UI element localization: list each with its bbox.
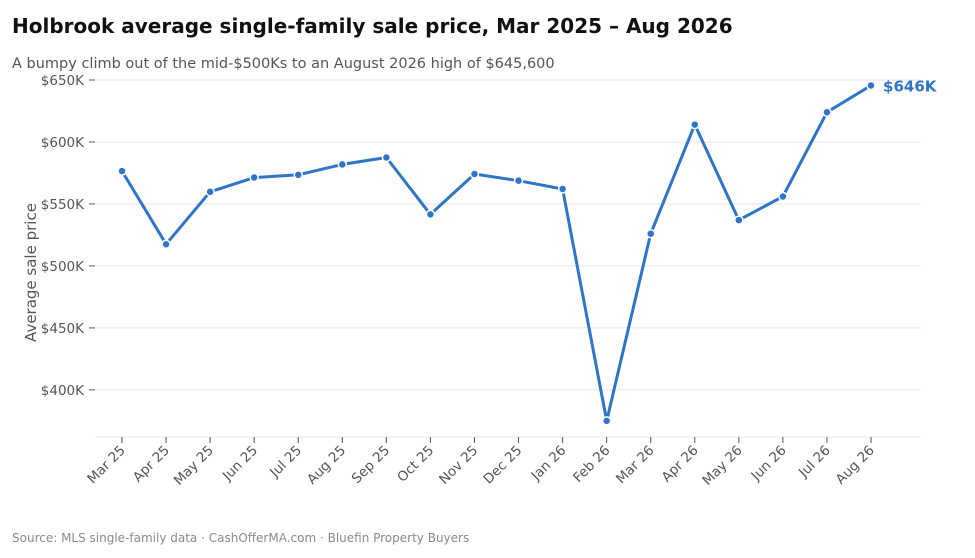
x-tick-label: Apr 25 [130, 443, 173, 486]
x-tick-label: Mar 26 [613, 443, 658, 488]
y-tick-label: $450K [41, 321, 85, 337]
x-tick-label: May 26 [699, 443, 745, 489]
data-point [866, 80, 876, 91]
series-line [120, 84, 873, 423]
x-tick-label: Mar 25 [84, 443, 129, 488]
x-tick-label: Dec 25 [480, 443, 525, 488]
chart-title: Holbrook average single-family sale pric… [12, 14, 733, 38]
y-tick-label: $500K [41, 259, 85, 275]
data-point [469, 169, 480, 179]
data-point [117, 166, 127, 176]
x-tick-label: Oct 25 [394, 443, 437, 486]
x-tick-label: Jan 26 [528, 443, 570, 485]
data-point [249, 172, 259, 183]
y-axis: $400K $450K $500K $550K $600K $650K Average sa… [22, 73, 95, 399]
x-tick-label: Jul 25 [266, 443, 305, 482]
x-tick-label: May 25 [171, 443, 217, 489]
annotations: $646K [883, 77, 938, 95]
data-point [734, 215, 744, 225]
data-point [205, 187, 215, 197]
x-tick-label: Nov 25 [436, 443, 481, 488]
y-tick-label: $550K [41, 197, 85, 213]
x-tick-label: Apr 26 [659, 443, 702, 486]
series [117, 80, 876, 426]
data-point [822, 107, 832, 117]
y-tick-label: $600K [41, 135, 85, 151]
chart-subtitle: A bumpy climb out of the mid-$500Ks to a… [12, 56, 555, 72]
data-point [161, 239, 171, 249]
data-point [425, 209, 436, 220]
x-tick-label: Jul 26 [795, 443, 834, 482]
x-tick-label: Sep 25 [349, 443, 393, 487]
x-tick-label: Aug 26 [833, 443, 878, 488]
data-point [557, 184, 568, 194]
data-point [690, 119, 700, 130]
y-axis-title: Average sale price [22, 203, 40, 342]
data-point [778, 191, 788, 202]
y-tick-label: $400K [41, 383, 85, 399]
x-tick-label: Feb 26 [570, 443, 613, 486]
data-point [337, 159, 348, 170]
end-value-label: $646K [883, 77, 938, 95]
x-tick-label: Jun 25 [219, 443, 261, 485]
data-point [293, 170, 303, 180]
data-point [513, 175, 524, 186]
data-point [645, 228, 656, 239]
x-tick-label: Jun 26 [748, 443, 790, 485]
data-point [601, 416, 612, 426]
x-tick-label: Aug 25 [304, 443, 349, 488]
y-tick-label: $650K [41, 73, 85, 89]
source-note: Source: MLS single-family data · CashOff… [12, 531, 470, 545]
grid-lines [95, 79, 921, 391]
data-point [381, 152, 392, 163]
